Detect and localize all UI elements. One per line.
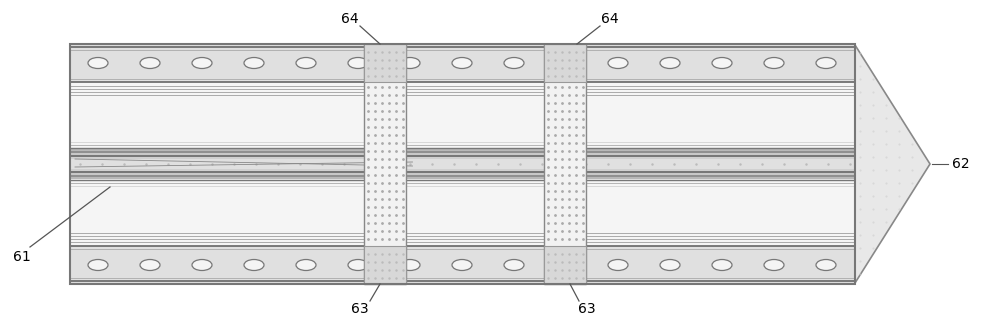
Ellipse shape [88, 58, 108, 68]
Bar [364, 44, 406, 284]
Bar [70, 44, 855, 284]
Ellipse shape [88, 260, 108, 270]
Ellipse shape [660, 58, 680, 68]
Ellipse shape [556, 260, 576, 270]
Bar [70, 159, 855, 169]
Bar [70, 157, 855, 171]
Ellipse shape [400, 260, 420, 270]
Ellipse shape [504, 260, 524, 270]
Ellipse shape [764, 260, 784, 270]
Ellipse shape [140, 58, 160, 68]
Bar [70, 44, 855, 82]
Ellipse shape [140, 260, 160, 270]
Bar [70, 153, 855, 175]
Ellipse shape [348, 58, 368, 68]
Text: 61: 61 [13, 250, 31, 264]
Ellipse shape [244, 58, 264, 68]
Text: 62: 62 [952, 157, 970, 171]
Text: 63: 63 [578, 302, 596, 316]
Ellipse shape [348, 260, 368, 270]
Ellipse shape [504, 58, 524, 68]
Bar [364, 44, 406, 82]
Ellipse shape [608, 260, 628, 270]
Bar [70, 149, 855, 179]
Bar [70, 82, 855, 246]
Ellipse shape [296, 58, 316, 68]
Bar [544, 246, 586, 284]
Ellipse shape [296, 260, 316, 270]
Ellipse shape [452, 260, 472, 270]
Ellipse shape [660, 260, 680, 270]
Polygon shape [855, 45, 930, 283]
Text: 64: 64 [341, 12, 359, 26]
Bar [544, 44, 586, 284]
Text: 64: 64 [601, 12, 619, 26]
Bar [544, 44, 586, 82]
Ellipse shape [244, 260, 264, 270]
Bar [70, 44, 855, 284]
Ellipse shape [452, 58, 472, 68]
Ellipse shape [192, 260, 212, 270]
Bar [70, 155, 855, 173]
Bar [70, 151, 855, 177]
Ellipse shape [400, 58, 420, 68]
Ellipse shape [712, 58, 732, 68]
Bar [544, 44, 586, 284]
Ellipse shape [816, 58, 836, 68]
Ellipse shape [556, 58, 576, 68]
Text: 63: 63 [351, 302, 369, 316]
Bar [364, 44, 406, 284]
Bar [70, 246, 855, 284]
Bar [364, 246, 406, 284]
Ellipse shape [608, 58, 628, 68]
Ellipse shape [712, 260, 732, 270]
Ellipse shape [764, 58, 784, 68]
Ellipse shape [816, 260, 836, 270]
Ellipse shape [192, 58, 212, 68]
